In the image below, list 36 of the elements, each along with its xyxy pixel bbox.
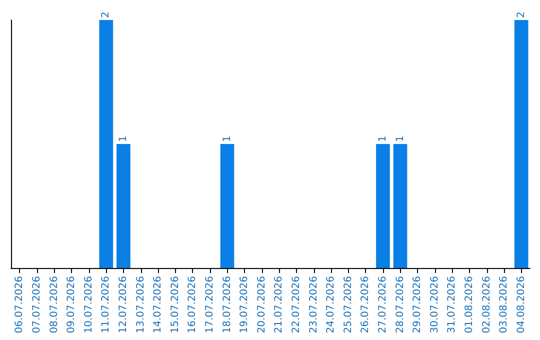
x-tick-label: 02.08.2026 [481, 276, 492, 334]
x-tick-label: 23.07.2026 [308, 276, 320, 334]
data-label: 1 [222, 136, 233, 142]
x-tick-label: 22.07.2026 [290, 276, 302, 334]
x-tick-label: 24.07.2026 [326, 276, 337, 334]
x-tick-label: 28.07.2026 [394, 276, 406, 334]
x-tick-label: 15.07.2026 [170, 276, 181, 334]
data-label: 2 [100, 12, 112, 18]
x-tick-label: 11.07.2026 [100, 276, 112, 334]
x-tick-label: 01.08.2026 [464, 276, 475, 334]
x-tick-label: 10.07.2026 [83, 276, 94, 334]
data-label: 2 [516, 12, 527, 18]
data-label: 1 [394, 136, 406, 142]
x-tick-label: 09.07.2026 [66, 276, 78, 334]
x-tick-label: 13.07.2026 [135, 276, 146, 334]
x-tick-label: 30.07.2026 [429, 276, 440, 334]
x-tick-label: 14.07.2026 [152, 276, 164, 334]
x-tick-label: 27.07.2026 [377, 276, 388, 334]
x-tick-label: 17.07.2026 [204, 276, 216, 334]
x-tick-label: 03.08.2026 [498, 276, 510, 334]
x-tick-label: 07.07.2026 [31, 276, 42, 334]
x-tick-label: 31.07.2026 [446, 276, 458, 334]
x-tick-label: 29.07.2026 [412, 276, 424, 334]
x-tick-label: 06.07.2026 [14, 276, 26, 334]
x-tick-label: 21.07.2026 [274, 276, 285, 334]
x-tick-label: 19.07.2026 [239, 276, 250, 334]
data-label: 1 [377, 136, 388, 142]
x-tick-label: 20.07.2026 [256, 276, 268, 334]
x-tick-label: 12.07.2026 [118, 276, 129, 334]
x-tick-label: 26.07.2026 [360, 276, 372, 334]
x-tick-label: 18.07.2026 [222, 276, 233, 334]
x-tick-label: 16.07.2026 [187, 276, 198, 334]
x-tick-label: 08.07.2026 [48, 276, 60, 334]
data-label: 1 [118, 136, 129, 142]
x-tick-label: 04.08.2026 [516, 276, 527, 334]
x-tick-label: 25.07.2026 [342, 276, 354, 334]
